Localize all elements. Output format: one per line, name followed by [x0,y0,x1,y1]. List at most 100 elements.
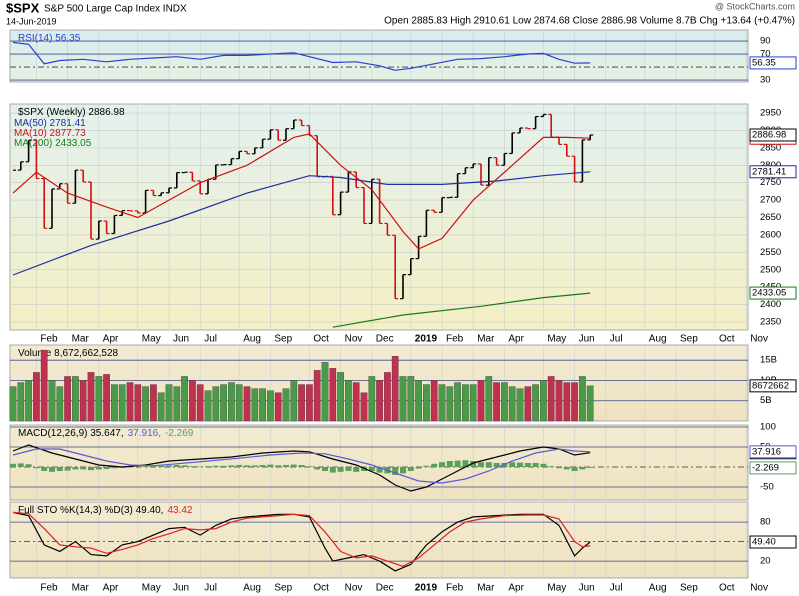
volume-bar [259,388,266,422]
volume-bar [173,386,181,422]
histogram-bar [103,467,110,469]
histogram-bar [509,462,516,467]
x-tick-label: Mar [72,334,90,345]
volume-bar [399,376,407,422]
volume-bar [462,384,469,422]
histogram-bar [80,467,87,470]
volume-bar [438,384,446,422]
histogram-bar [361,467,367,471]
histogram-bar [524,463,531,467]
legend: MA(50) 2781.41 [14,118,86,129]
volume-bar [571,382,578,422]
histogram-bar [166,465,172,467]
y-tick-label: 2350 [760,317,781,328]
histogram-bar [376,467,383,473]
histogram-bar [228,465,235,467]
histogram-bar [283,465,289,467]
volume-bar [196,384,204,422]
legend-entry: 43.42 [167,505,192,516]
y-tick-label: -50 [760,482,774,493]
x-tick-label: 2019 [415,583,438,594]
histogram-bar [275,465,282,467]
volume-bar [111,384,118,422]
histogram-bar [322,467,328,471]
y-tick-label: 2500 [760,264,781,275]
histogram-bar [64,467,71,471]
legend: MACD(12,26,9) 35.647, 37.916, -2.269 [18,428,194,439]
x-tick-label: May [142,583,161,594]
legend-entry: MA(10) 2877.73 [14,128,86,139]
legend: $SPX (Weekly) 2886.98 [18,107,125,118]
y-tick-label: 5B [760,395,772,406]
y-tick-label: 70 [760,49,771,60]
volume-bar [579,376,586,422]
x-tick-label: Jun [579,334,595,345]
last-value-box [749,286,797,300]
histogram-bar [439,462,445,467]
volume-bar [126,382,134,422]
series-line [12,41,591,71]
volume-bar [290,380,298,422]
volume-bar [282,388,290,422]
panel-background [9,29,749,83]
histogram-bar [563,467,570,470]
volume-bar [407,376,415,422]
legend-entry: MACD(12,26,9) 35.647, [18,428,124,439]
last-value-box [749,445,797,459]
y-tick-label: 2400 [760,299,781,310]
volume-bar [134,384,142,422]
x-tick-label: Nov [750,583,768,594]
volume-bar [508,386,516,422]
last-value-box [749,56,797,70]
histogram-bar [314,467,321,470]
volume-bar [228,382,235,422]
last-value-label: 2886.98 [752,130,786,141]
histogram-bar [17,463,24,467]
volume-bar [150,384,157,422]
histogram-bar [462,460,469,467]
histogram-bar [368,467,375,471]
last-value-box [749,379,797,393]
volume-bar [267,390,274,422]
last-value-label: 56.35 [752,57,776,68]
legend: Volume 8,672,662,528 [18,348,119,359]
histogram-bar [267,464,274,467]
volume-bar [142,386,149,422]
y-tick-label: 2550 [760,247,781,258]
volume-bar [157,392,165,422]
volume-bar [547,376,555,422]
y-tick-label: 15B [760,355,777,366]
x-tick-label: Jul [610,334,623,345]
histogram-bar [415,467,422,469]
histogram-bar [72,467,79,470]
histogram-bar [579,467,586,470]
histogram-bar [407,467,414,471]
volume-bar [516,388,524,422]
x-tick-label: Sep [274,334,292,345]
x-tick-label: Apr [103,334,119,345]
y-tick-label: 80 [760,517,771,528]
volume-bar [321,362,329,422]
y-tick-label: 2600 [760,229,781,240]
x-tick-label: Oct [719,583,735,594]
volume-bar [103,374,110,422]
volume-bar [352,382,360,422]
x-tick-label: Jul [610,583,623,594]
volume-bar [40,349,48,422]
histogram-bar [556,467,562,469]
histogram-bar [205,466,211,467]
series-line [12,171,591,276]
histogram-bar [470,461,477,467]
histogram-bar [493,463,500,467]
legend-entry: Volume 8,672,662,528 [18,348,119,359]
histogram-bar [353,467,360,472]
x-tick-label: Oct [719,334,735,345]
histogram-bar [259,465,266,467]
volume-bar [274,392,282,422]
last-value-box [749,461,797,475]
histogram-bar [454,460,461,467]
histogram-bar [41,467,48,471]
x-tick-label: Feb [446,583,464,594]
x-tick-label: Nov [345,334,363,345]
last-value-label: 37.916 [752,446,781,457]
